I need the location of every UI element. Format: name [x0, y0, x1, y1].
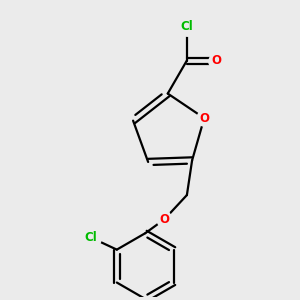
Text: Cl: Cl	[85, 231, 97, 244]
Text: O: O	[159, 213, 170, 226]
Text: O: O	[211, 54, 221, 67]
Text: O: O	[199, 112, 209, 125]
Text: Cl: Cl	[180, 20, 193, 32]
